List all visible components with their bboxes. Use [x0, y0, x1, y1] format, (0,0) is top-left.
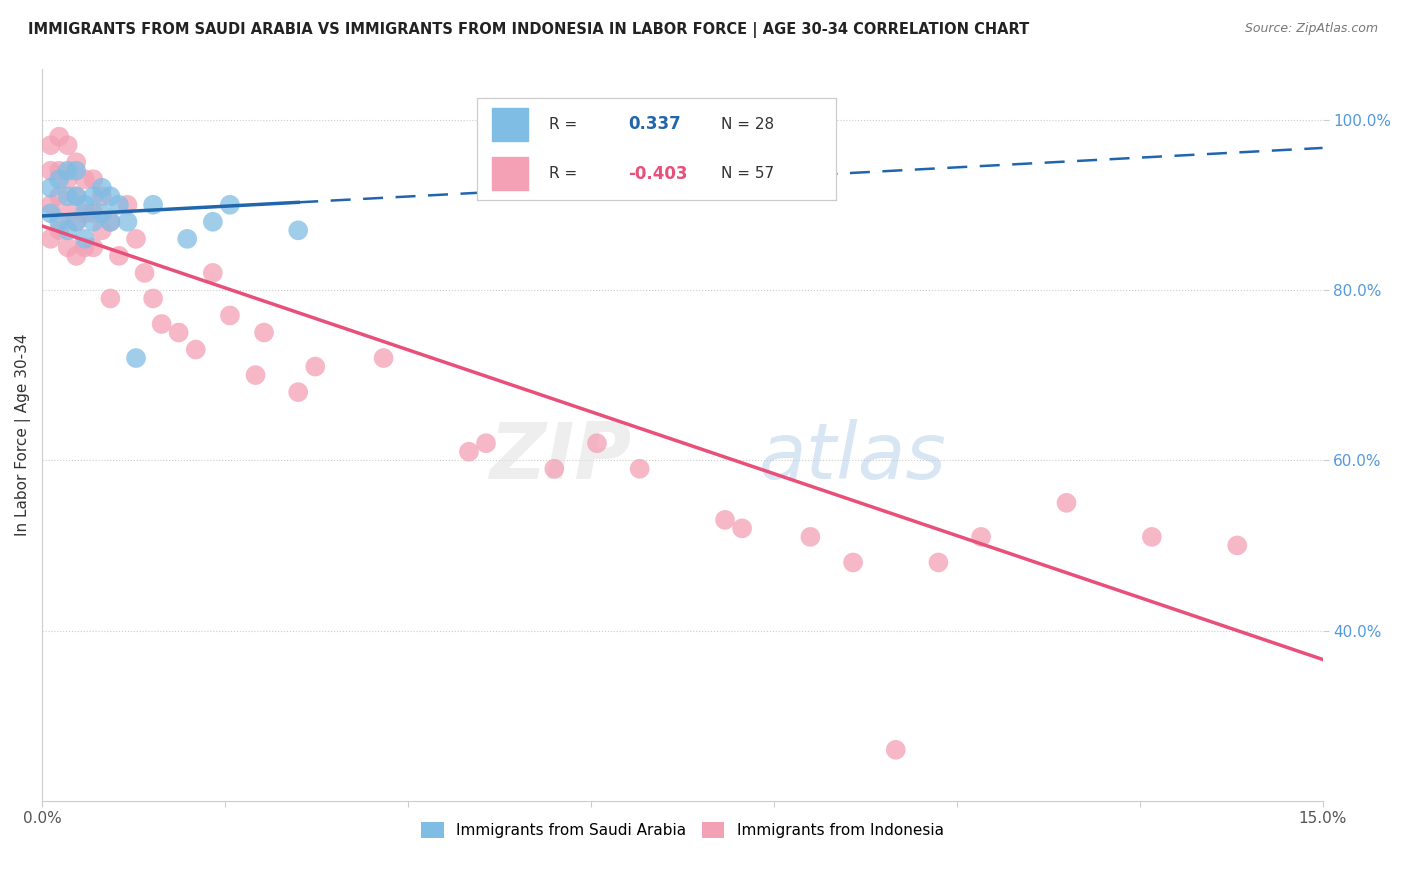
- Point: [1226, 538, 1249, 552]
- Point: [48, 189, 70, 203]
- Point: [39, 180, 62, 194]
- Point: [90, 206, 112, 220]
- Point: [65, 155, 87, 169]
- Point: [39, 198, 62, 212]
- Point: [73, 232, 96, 246]
- Text: Source: ZipAtlas.com: Source: ZipAtlas.com: [1244, 22, 1378, 36]
- Point: [39, 206, 62, 220]
- Point: [48, 223, 70, 237]
- Point: [56, 206, 79, 220]
- Point: [714, 513, 737, 527]
- Point: [90, 189, 112, 203]
- Point: [125, 351, 148, 365]
- Point: [48, 163, 70, 178]
- Point: [201, 215, 224, 229]
- Point: [304, 359, 326, 374]
- Point: [65, 189, 87, 203]
- Point: [731, 521, 754, 535]
- Point: [100, 189, 122, 203]
- Text: IMMIGRANTS FROM SAUDI ARABIA VS IMMIGRANTS FROM INDONESIA IN LABOR FORCE | AGE 3: IMMIGRANTS FROM SAUDI ARABIA VS IMMIGRAN…: [28, 22, 1029, 38]
- Point: [167, 326, 190, 340]
- Point: [970, 530, 993, 544]
- Point: [176, 232, 198, 246]
- Point: [927, 556, 949, 570]
- Point: [56, 172, 79, 186]
- Point: [65, 215, 87, 229]
- Point: [56, 163, 79, 178]
- Point: [543, 462, 565, 476]
- Point: [134, 266, 156, 280]
- Point: [48, 215, 70, 229]
- Text: ZIP: ZIP: [489, 418, 631, 495]
- Point: [287, 385, 309, 400]
- Point: [48, 129, 70, 144]
- Point: [65, 163, 87, 178]
- Point: [219, 198, 242, 212]
- Point: [90, 180, 112, 194]
- Point: [82, 172, 104, 186]
- Point: [48, 172, 70, 186]
- Point: [65, 249, 87, 263]
- Point: [125, 232, 148, 246]
- Legend: Immigrants from Saudi Arabia, Immigrants from Indonesia: Immigrants from Saudi Arabia, Immigrants…: [415, 816, 950, 845]
- Point: [628, 462, 651, 476]
- Point: [56, 138, 79, 153]
- Point: [245, 368, 267, 383]
- Point: [1140, 530, 1163, 544]
- Point: [586, 436, 609, 450]
- Point: [100, 215, 122, 229]
- Point: [100, 292, 122, 306]
- Point: [117, 215, 139, 229]
- Point: [253, 326, 276, 340]
- Point: [373, 351, 395, 365]
- Point: [842, 556, 865, 570]
- Point: [82, 189, 104, 203]
- Text: atlas: atlas: [759, 418, 948, 495]
- Point: [799, 530, 821, 544]
- Point: [73, 240, 96, 254]
- Point: [90, 223, 112, 237]
- Point: [65, 189, 87, 203]
- Point: [39, 163, 62, 178]
- Point: [73, 198, 96, 212]
- Point: [150, 317, 173, 331]
- Point: [56, 223, 79, 237]
- Point: [475, 436, 498, 450]
- Point: [82, 206, 104, 220]
- Point: [65, 215, 87, 229]
- Point: [73, 172, 96, 186]
- Y-axis label: In Labor Force | Age 30-34: In Labor Force | Age 30-34: [15, 334, 31, 536]
- Point: [56, 240, 79, 254]
- Point: [117, 198, 139, 212]
- Point: [108, 198, 131, 212]
- Point: [586, 172, 609, 186]
- Point: [142, 198, 165, 212]
- Point: [100, 215, 122, 229]
- Point: [39, 232, 62, 246]
- Point: [458, 444, 481, 458]
- Point: [82, 215, 104, 229]
- Point: [1056, 496, 1078, 510]
- Point: [73, 206, 96, 220]
- Point: [56, 189, 79, 203]
- Point: [884, 743, 907, 757]
- Point: [142, 292, 165, 306]
- Point: [82, 240, 104, 254]
- Point: [108, 249, 131, 263]
- Point: [201, 266, 224, 280]
- Point: [39, 138, 62, 153]
- Point: [671, 146, 693, 161]
- Point: [219, 309, 242, 323]
- Point: [184, 343, 207, 357]
- Point: [287, 223, 309, 237]
